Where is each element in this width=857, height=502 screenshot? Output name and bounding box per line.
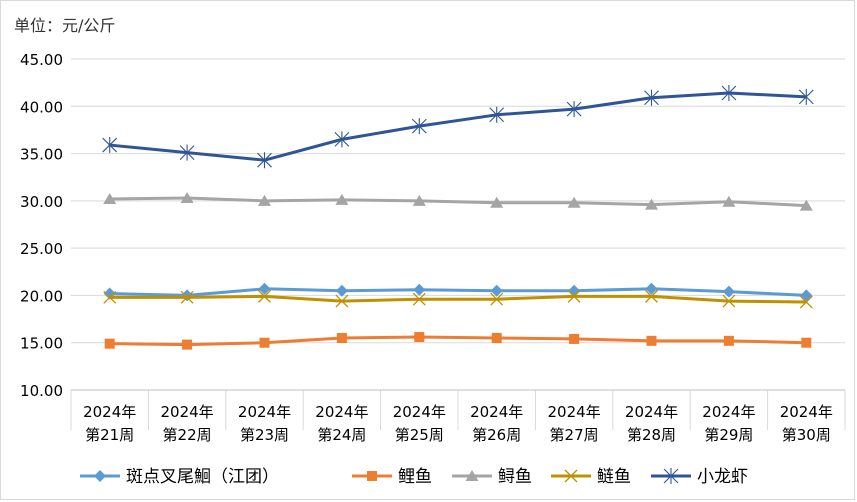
data-point: [567, 196, 581, 208]
y-tick-label: 15.00: [20, 335, 63, 353]
data-point: [722, 285, 735, 298]
data-point: [567, 289, 581, 303]
x-tick-label: 第22周: [163, 426, 212, 444]
data-point: [257, 152, 272, 169]
data-point: [723, 335, 734, 346]
data-point: [722, 294, 736, 308]
series-line: [109, 91, 807, 162]
legend-label: 鲢鱼: [597, 467, 631, 487]
y-tick-label: 20.00: [20, 287, 63, 305]
unit-label: 单位：元/公斤: [14, 16, 116, 35]
legend-marker: [663, 468, 679, 484]
data-point: [258, 282, 271, 295]
legend-marker: [465, 470, 479, 481]
x-tick-label: 第23周: [240, 426, 289, 444]
y-tick-label: 10.00: [20, 382, 63, 400]
data-point: [412, 292, 426, 306]
data-point: [491, 332, 502, 343]
x-tick-label: 第24周: [317, 426, 366, 444]
data-point: [180, 192, 194, 204]
x-tick-label: 第26周: [472, 426, 521, 444]
data-point: [645, 282, 658, 295]
data-point: [798, 88, 814, 105]
x-tick-label: 2024年: [702, 403, 755, 421]
data-point: [335, 193, 349, 205]
data-point: [334, 131, 350, 148]
data-point: [412, 194, 426, 206]
y-tick-label: 45.00: [20, 51, 63, 69]
y-tick-label: 30.00: [20, 193, 63, 211]
x-tick-label: 第30周: [782, 426, 831, 444]
data-point: [646, 335, 657, 346]
data-point: [722, 195, 736, 207]
x-tick-label: 2024年: [625, 403, 678, 421]
data-point: [102, 137, 118, 154]
legend-label: 小龙虾: [697, 467, 748, 487]
data-point: [180, 290, 194, 304]
legend-marker: [94, 470, 106, 482]
data-point: [721, 85, 737, 102]
legend-label: 鲟鱼: [498, 467, 532, 487]
x-tick-label: 第27周: [550, 426, 599, 444]
data-point: [490, 196, 504, 208]
x-tick-label: 2024年: [393, 403, 446, 421]
x-tick-label: 2024年: [238, 403, 291, 421]
data-point: [569, 333, 580, 344]
legend-marker: [367, 471, 377, 481]
data-point: [489, 106, 505, 123]
series-line: [109, 287, 807, 297]
x-tick-label: 2024年: [470, 403, 523, 421]
x-tick-label: 2024年: [315, 403, 368, 421]
y-tick-label: 40.00: [20, 98, 63, 116]
data-point: [645, 198, 658, 210]
data-point: [103, 192, 117, 204]
data-point: [179, 144, 195, 161]
data-point: [103, 290, 117, 304]
x-tick-label: 第25周: [395, 426, 444, 444]
x-tick-label: 第28周: [627, 426, 676, 444]
data-point: [411, 118, 427, 135]
legend-label: 斑点叉尾鮰（江团）: [126, 467, 279, 487]
x-tick-label: 2024年: [548, 403, 601, 421]
x-tick-label: 第21周: [85, 426, 134, 444]
y-tick-label: 25.00: [20, 240, 63, 258]
data-point: [335, 294, 349, 308]
data-point: [258, 194, 271, 206]
series-line: [109, 294, 807, 304]
x-tick-label: 2024年: [83, 403, 136, 421]
data-point: [335, 284, 348, 297]
data-point: [801, 337, 812, 348]
data-point: [258, 289, 271, 303]
data-point: [566, 101, 582, 118]
series-line: [109, 335, 807, 347]
y-tick-label: 35.00: [20, 146, 63, 164]
data-point: [490, 292, 504, 306]
data-point: [490, 284, 503, 297]
data-point: [259, 337, 270, 348]
series-line: [109, 196, 807, 208]
x-tick-label: 2024年: [780, 403, 833, 421]
data-point: [414, 332, 425, 343]
data-point: [800, 289, 813, 302]
data-point: [645, 289, 658, 303]
data-point: [413, 283, 426, 296]
data-point: [799, 199, 813, 211]
legend-label: 鲤鱼: [398, 467, 432, 487]
data-point: [799, 295, 813, 309]
data-point: [336, 332, 347, 343]
data-point: [181, 289, 194, 302]
data-point: [104, 338, 115, 349]
legend-marker: [564, 469, 578, 483]
x-tick-label: 2024年: [161, 403, 214, 421]
data-point: [644, 89, 659, 106]
data-point: [182, 339, 193, 350]
x-tick-label: 第29周: [704, 426, 753, 444]
